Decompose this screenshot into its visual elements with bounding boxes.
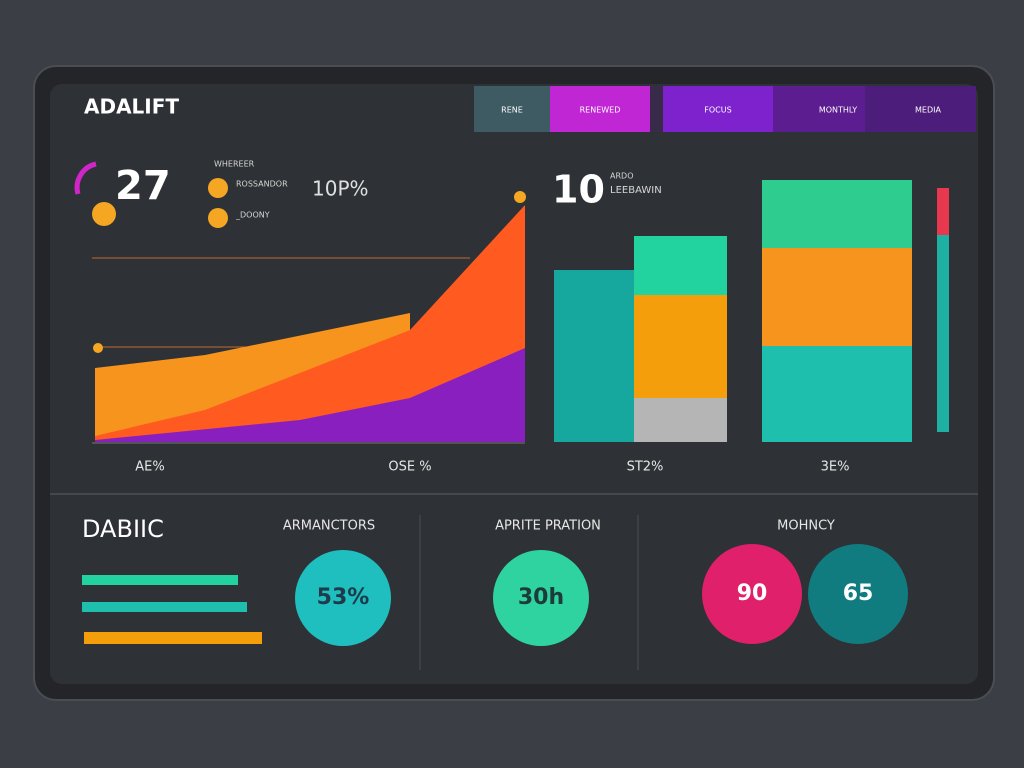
tab-gap <box>650 86 663 132</box>
chart-label: AE% <box>135 460 164 475</box>
tab[interactable] <box>663 86 773 132</box>
area <box>95 205 525 442</box>
bar <box>634 398 727 442</box>
caption: LEEBAWIN <box>610 185 662 196</box>
bar <box>762 248 912 346</box>
caption: ARDO <box>610 172 634 181</box>
kpi-circle <box>295 550 391 646</box>
kpi-value: 65 <box>843 581 874 606</box>
main-value: 27 <box>115 163 171 209</box>
progress-bar <box>82 575 238 585</box>
bar <box>937 188 949 235</box>
tab-label[interactable]: FOCUS <box>704 106 731 115</box>
area-chart <box>92 191 526 444</box>
tab-label[interactable]: MEDIA <box>915 106 941 115</box>
section-heading: ARMANCTORS <box>283 519 375 534</box>
legend-item: ROSSANDOR <box>236 180 288 189</box>
kpi-circle <box>808 544 908 644</box>
chart-label: OSE % <box>388 460 431 475</box>
kpi-circle <box>702 544 802 644</box>
tab[interactable] <box>865 86 976 132</box>
bar <box>554 270 634 442</box>
section-title: DABIIC <box>82 515 164 543</box>
tab-label[interactable]: MONTHLY <box>819 106 857 115</box>
bar <box>937 235 949 432</box>
bar <box>762 346 912 442</box>
progress-bar <box>84 632 262 644</box>
kpi-circle <box>493 550 589 646</box>
chart-label: ST2% <box>627 460 664 475</box>
legend-title: WHEREER <box>214 160 255 169</box>
percent: 10P% <box>312 177 369 201</box>
section-heading: MOHNCY <box>777 519 835 534</box>
legend-item: _DOONY <box>235 211 270 220</box>
app-title: ADALIFT <box>84 95 179 119</box>
kpi-value: 90 <box>737 581 768 606</box>
legend-dot <box>208 208 228 228</box>
bar <box>634 236 727 295</box>
kpi-value: 53% <box>317 585 370 610</box>
tab[interactable] <box>550 86 650 132</box>
kpi-value: 30h <box>518 585 564 610</box>
progress-bar <box>82 602 247 612</box>
tab[interactable] <box>474 86 550 132</box>
tab-bar: RENE RENEWED FOCUS MONTHLY MEDIA <box>474 86 976 132</box>
tab[interactable] <box>773 86 865 132</box>
area <box>95 348 525 442</box>
arc-icon <box>74 161 97 195</box>
chart-label: 3E% <box>821 460 850 475</box>
bar <box>634 295 727 398</box>
bar <box>762 180 912 248</box>
legend-dot <box>208 178 228 198</box>
point <box>514 191 526 203</box>
section-heading: APRITE PRATION <box>495 519 601 534</box>
dot-icon <box>92 202 116 226</box>
tab-label[interactable]: RENE <box>501 106 523 115</box>
tab-label[interactable]: RENEWED <box>580 106 621 115</box>
point <box>93 343 103 353</box>
second-value: 10 <box>552 168 605 212</box>
bar-chart <box>554 180 949 442</box>
